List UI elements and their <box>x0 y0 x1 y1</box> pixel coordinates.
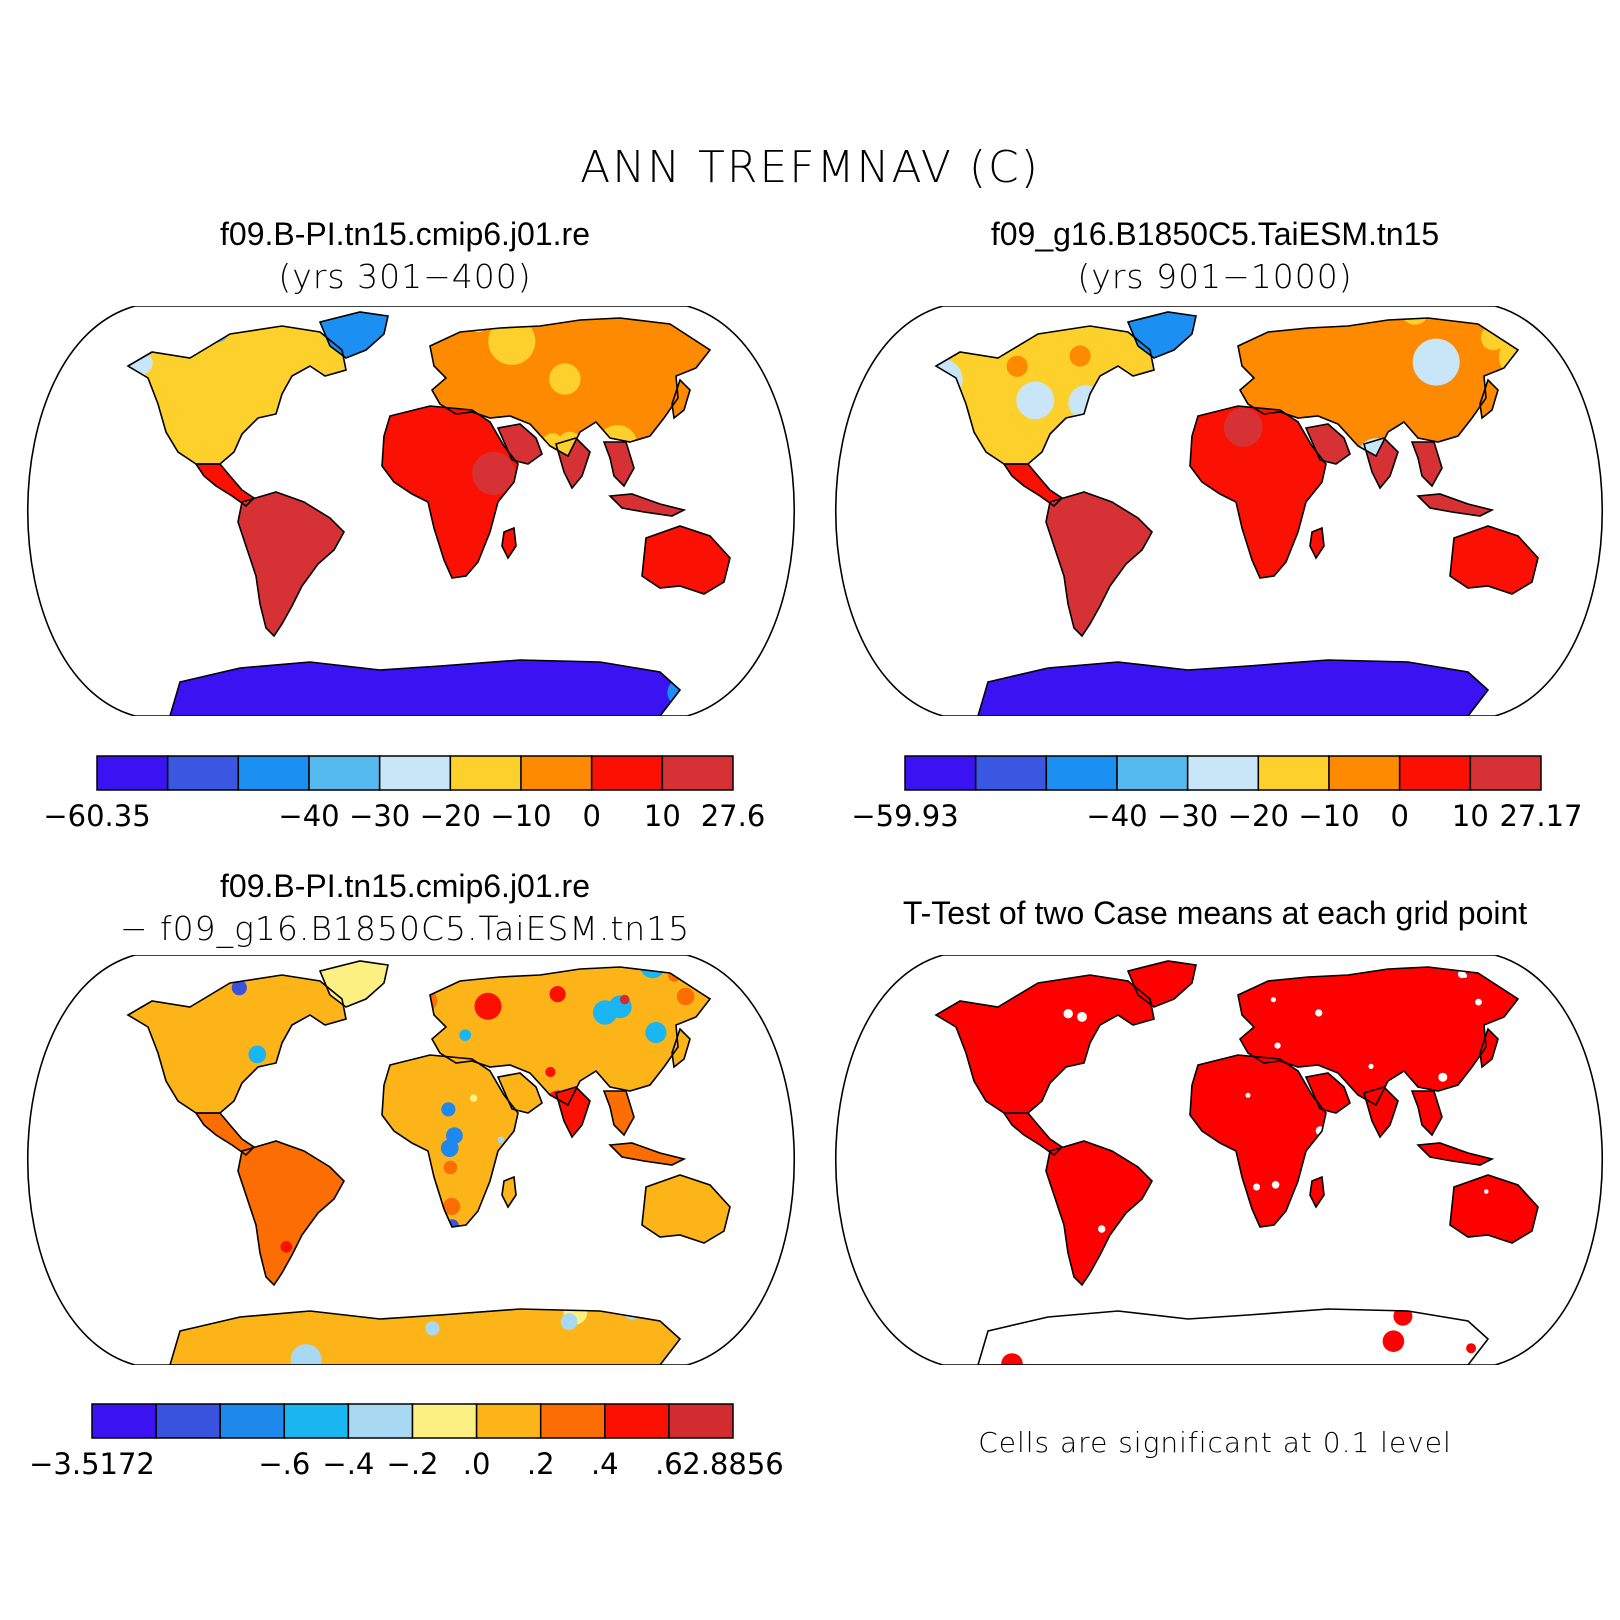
colorbar-swatch <box>91 1403 157 1439</box>
colorbar-tick-label: −59.93 <box>851 799 958 833</box>
colorbar-swatch <box>378 755 452 791</box>
colorbar-tick-label: −60.35 <box>43 799 150 833</box>
colorbar-swatch <box>96 755 169 791</box>
colorbar-swatch <box>1116 755 1189 791</box>
colorbar-swatch <box>904 755 977 791</box>
colorbar-tick-label: −20 <box>1228 799 1289 833</box>
ttest-title: T-Test of two Case means at each grid po… <box>902 895 1528 931</box>
ttest-note: Cells are significant at 0.1 level <box>978 1426 1452 1459</box>
colorbar-tick-label: −30 <box>1157 799 1218 833</box>
colorbar-swatch <box>974 755 1048 791</box>
colorbar-tick-label: −40 <box>1086 799 1147 833</box>
difference-map <box>26 955 796 1365</box>
case2-title: f09_g16.B1850C5.TaiESM.tn15 <box>990 216 1440 252</box>
colorbar-tick-label: 0 <box>1390 799 1408 833</box>
case2-years: (yrs 901−1000) <box>1077 257 1353 296</box>
case1-title: f09.B-PI.tn15.cmip6.j01.re <box>220 216 590 252</box>
colorbar-swatch <box>1328 755 1401 791</box>
colorbar-swatch <box>308 755 381 791</box>
colorbar-swatch <box>520 755 593 791</box>
difference-colorbar: −3.5172 −.6 −.4 −.2 .0 .2 .4 .6 2.8856 <box>29 1403 784 1481</box>
colorbar-tick-label: −.4 <box>322 1447 374 1481</box>
colorbar-tick-label: 27.6 <box>701 799 766 833</box>
colorbar-swatch <box>1469 755 1542 791</box>
colorbar-tick-label: 0 <box>582 799 600 833</box>
colorbar-tick-label: .6 <box>655 1447 683 1481</box>
case1-map <box>26 306 796 716</box>
case1-colorbar: −60.35 −40 −30 −20 −10 0 10 27.6 <box>43 755 766 833</box>
ttest-map <box>834 955 1604 1365</box>
colorbar-swatch <box>1045 755 1118 791</box>
colorbar-tick-label: −.2 <box>387 1447 439 1481</box>
colorbar-tick-label: −3.5172 <box>29 1447 155 1481</box>
colorbar-swatch <box>475 1403 542 1439</box>
colorbar-swatch <box>1398 755 1472 791</box>
colorbar-swatch <box>661 755 734 791</box>
colorbar-tick-label: −30 <box>349 799 410 833</box>
colorbar-tick-label: .2 <box>527 1447 555 1481</box>
colorbar-swatch <box>347 1403 414 1439</box>
colorbar-tick-label: .4 <box>591 1447 619 1481</box>
colorbar-tick-label: −10 <box>1298 799 1359 833</box>
difference-title: f09.B-PI.tn15.cmip6.j01.re <box>220 868 590 904</box>
colorbar-swatch <box>283 1403 350 1439</box>
case1-years: (yrs 301−400) <box>278 257 532 296</box>
figure-title: ANN TREFMNAV (C) <box>580 142 1040 193</box>
colorbar-swatch <box>604 1403 670 1439</box>
colorbar-swatch <box>668 1403 734 1439</box>
colorbar-tick-label: 27.17 <box>1499 799 1582 833</box>
colorbar-swatch <box>1186 755 1260 791</box>
colorbar-swatch <box>590 755 664 791</box>
colorbar-tick-label: .0 <box>463 1447 491 1481</box>
colorbar-swatch <box>539 1403 606 1439</box>
colorbar-tick-label: 2.8856 <box>682 1447 783 1481</box>
colorbar-tick-label: −.6 <box>258 1447 310 1481</box>
colorbar-swatch <box>219 1403 286 1439</box>
colorbar-swatch <box>411 1403 478 1439</box>
colorbar-tick-label: −40 <box>278 799 339 833</box>
colorbar-swatch <box>155 1403 221 1439</box>
case2-colorbar: −59.93 −40 −30 −20 −10 0 10 27.17 <box>851 755 1583 833</box>
colorbar-tick-label: 10 <box>644 799 681 833</box>
colorbar-swatch <box>166 755 240 791</box>
colorbar-swatch <box>237 755 310 791</box>
colorbar-swatch <box>449 755 522 791</box>
difference-subtitle: − f09_g16.B1850C5.TaiESM.tn15 <box>119 909 691 948</box>
colorbar-tick-label: −10 <box>490 799 551 833</box>
colorbar-swatch <box>1257 755 1330 791</box>
case2-map <box>834 306 1604 716</box>
colorbar-tick-label: 10 <box>1452 799 1489 833</box>
colorbar-tick-label: −20 <box>420 799 481 833</box>
